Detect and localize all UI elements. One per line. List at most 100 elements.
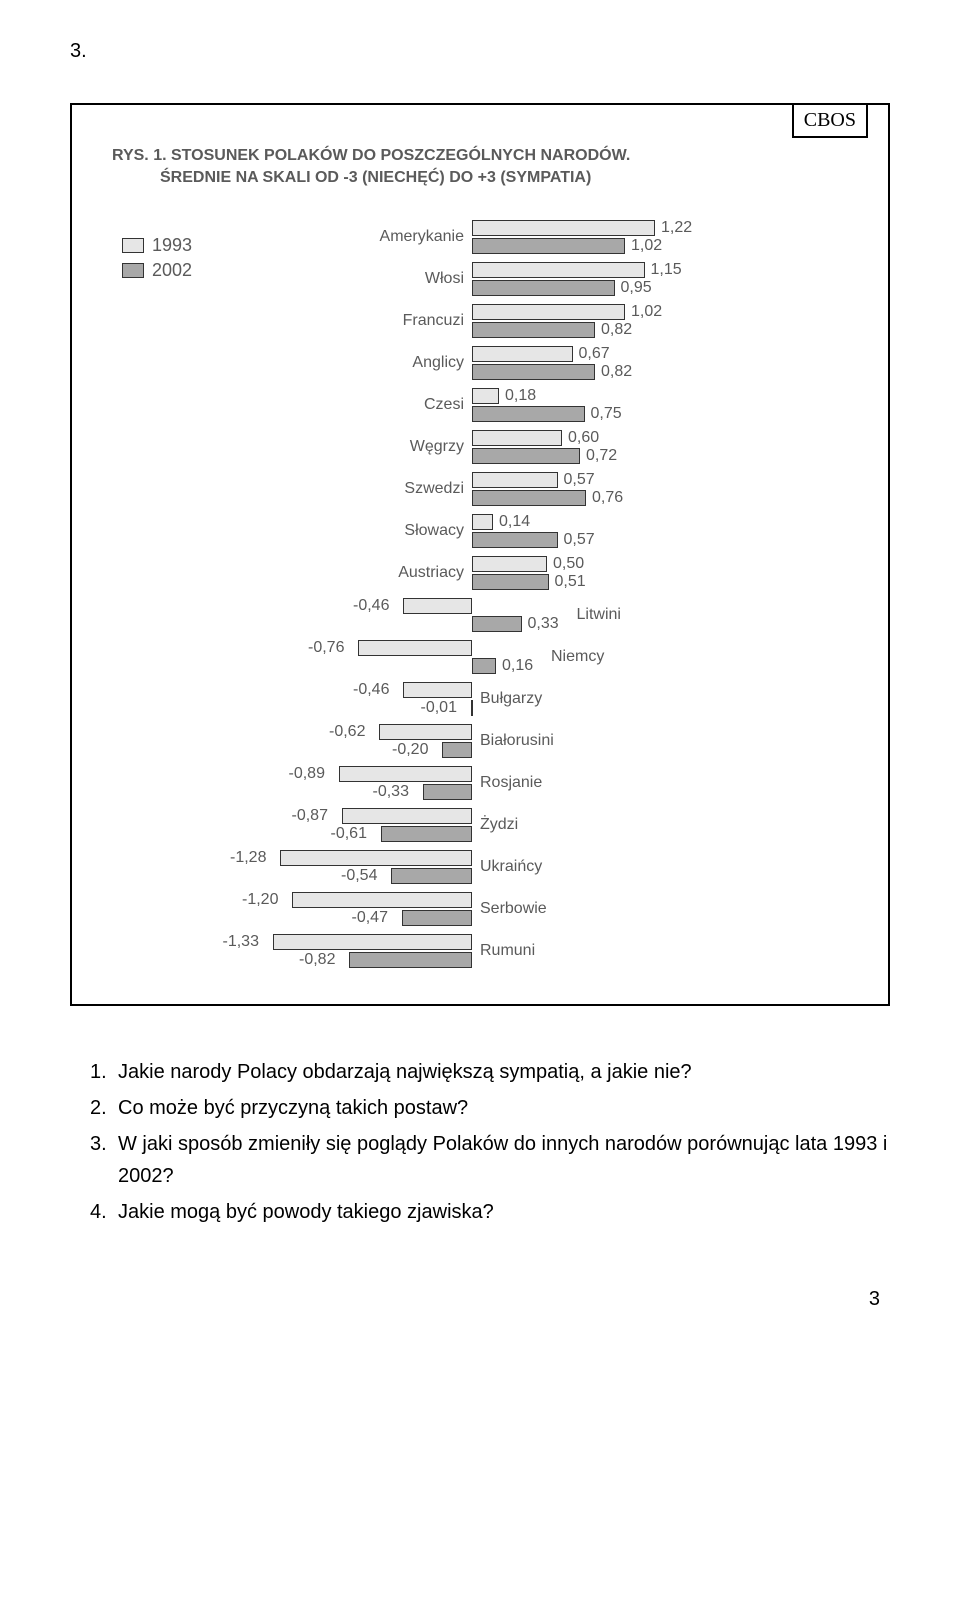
chart-row: -0,46 -0,01 Bułgarzy (92, 680, 868, 722)
value-label-2002: 0,72 (586, 447, 617, 465)
question-text: W jaki sposób zmieniły się poglądy Polak… (118, 1128, 890, 1192)
value-label-2002: 0,76 (592, 489, 623, 507)
chart-area: 1,221,02Amerykanie1,150,95Włosi1,020,82F… (92, 218, 868, 974)
category-label: Białorusini (480, 732, 554, 750)
chart-row: 0,14 0,57 Słowacy (92, 512, 868, 554)
page-number: 3 (70, 1288, 890, 1311)
value-label-1993: 0,14 (499, 513, 530, 531)
value-label-1993: -0,46 (353, 597, 389, 615)
bar-1993 (472, 514, 493, 530)
value-label-2002: -0,61 (331, 825, 367, 843)
question-item: 1.Jakie narody Polacy obdarzają najwięks… (90, 1056, 890, 1088)
chart-row: -0,760,16Niemcy (92, 638, 868, 680)
value-label-1993: -1,33 (223, 933, 259, 951)
chart-row: 0,570,76Szwedzi (92, 470, 868, 512)
chart-title: RYS. 1. STOSUNEK POLAKÓW DO POSZCZEGÓLNY… (112, 145, 868, 188)
bar-1993 (403, 598, 472, 614)
value-label-1993: 0,60 (568, 429, 599, 447)
value-label-1993: -1,28 (230, 849, 266, 867)
bar-2002 (472, 364, 595, 380)
bar-2002 (381, 826, 473, 842)
bar-1993 (339, 766, 473, 782)
value-label-2002: 0,82 (601, 363, 632, 381)
question-text: Jakie narody Polacy obdarzają największą… (118, 1056, 890, 1088)
value-label-2002: -0,20 (392, 741, 428, 759)
section-number: 3. (70, 40, 890, 63)
bar-1993 (273, 934, 473, 950)
question-item: 4.Jakie mogą być powody takiego zjawiska… (90, 1196, 890, 1228)
bar-2002 (472, 406, 585, 422)
value-label-1993: 1,02 (631, 303, 662, 321)
value-label-1993: -0,46 (353, 681, 389, 699)
chart-row: -0,87-0,61 Żydzi (92, 806, 868, 848)
bar-2002 (472, 280, 615, 296)
value-label-1993: -0,89 (289, 765, 325, 783)
bar-2002 (471, 700, 473, 716)
chart-title-line2: ŚREDNIE NA SKALI OD -3 (NIECHĘĆ) DO +3 (… (112, 167, 868, 189)
category-label: Żydzi (480, 816, 518, 834)
bar-1993 (472, 388, 499, 404)
category-label: Bułgarzy (480, 690, 542, 708)
category-label: Słowacy (404, 522, 464, 540)
value-label-2002: 0,16 (502, 657, 533, 675)
category-label: Litwini (577, 606, 621, 624)
category-label: Francuzi (403, 312, 464, 330)
bar-1993 (472, 304, 625, 320)
chart-title-line1: RYS. 1. STOSUNEK POLAKÓW DO POSZCZEGÓLNY… (112, 145, 868, 167)
value-label-1993: 0,67 (579, 345, 610, 363)
value-label-1993: -0,87 (292, 807, 328, 825)
chart-row: -0,46 0,33 Litwini (92, 596, 868, 638)
value-label-1993: 1,15 (651, 261, 682, 279)
chart-row: 1,020,82 Francuzi (92, 302, 868, 344)
question-text: Co może być przyczyną takich postaw? (118, 1092, 890, 1124)
chart-frame: CBOS RYS. 1. STOSUNEK POLAKÓW DO POSZCZE… (70, 103, 890, 1006)
chart-row: 0,500,51Austriacy (92, 554, 868, 596)
value-label-1993: 1,22 (661, 219, 692, 237)
chart-row: -0,62 -0,20 Białorusini (92, 722, 868, 764)
value-label-1993: 0,50 (553, 555, 584, 573)
category-label: Anglicy (412, 354, 464, 372)
questions-block: 1.Jakie narody Polacy obdarzają najwięks… (70, 1056, 890, 1228)
bar-2002 (423, 784, 473, 800)
question-number: 1. (90, 1056, 118, 1088)
value-label-2002: -0,47 (352, 909, 388, 927)
value-label-2002: 0,82 (601, 321, 632, 339)
value-label-2002: -0,01 (421, 699, 457, 717)
value-label-2002: 0,57 (564, 531, 595, 549)
bar-1993 (358, 640, 472, 656)
value-label-1993: -0,76 (308, 639, 344, 657)
bar-1993 (472, 262, 645, 278)
question-number: 2. (90, 1092, 118, 1124)
chart-row: 0,600,72Węgrzy (92, 428, 868, 470)
bar-2002 (472, 616, 522, 632)
bar-1993 (472, 430, 562, 446)
bar-1993 (472, 472, 558, 488)
bar-1993 (280, 850, 472, 866)
bar-1993 (292, 892, 472, 908)
bar-1993 (472, 220, 655, 236)
bar-2002 (472, 574, 549, 590)
chart-row: -1,20-0,47Serbowie (92, 890, 868, 932)
category-label: Rumuni (480, 942, 535, 960)
source-tag: CBOS (792, 103, 868, 138)
value-label-2002: 0,33 (528, 615, 559, 633)
category-label: Szwedzi (404, 480, 464, 498)
question-number: 3. (90, 1128, 118, 1192)
chart-row: -0,89 -0,33 Rosjanie (92, 764, 868, 806)
page: 3. CBOS RYS. 1. STOSUNEK POLAKÓW DO POSZ… (0, 0, 960, 1351)
value-label-1993: -0,62 (329, 723, 365, 741)
category-label: Czesi (424, 396, 464, 414)
chart-row: 0,670,82 Anglicy (92, 344, 868, 386)
value-label-2002: 1,02 (631, 237, 662, 255)
bar-2002 (402, 910, 473, 926)
chart-row: -1,33-0,82Rumuni (92, 932, 868, 974)
bar-1993 (472, 346, 573, 362)
question-text: Jakie mogą być powody takiego zjawiska? (118, 1196, 890, 1228)
category-label: Rosjanie (480, 774, 542, 792)
bar-1993 (342, 808, 473, 824)
chart-row: 0,180,75Czesi (92, 386, 868, 428)
value-label-2002: 0,75 (591, 405, 622, 423)
value-label-2002: -0,33 (373, 783, 409, 801)
bar-2002 (472, 532, 558, 548)
bar-2002 (472, 238, 625, 254)
